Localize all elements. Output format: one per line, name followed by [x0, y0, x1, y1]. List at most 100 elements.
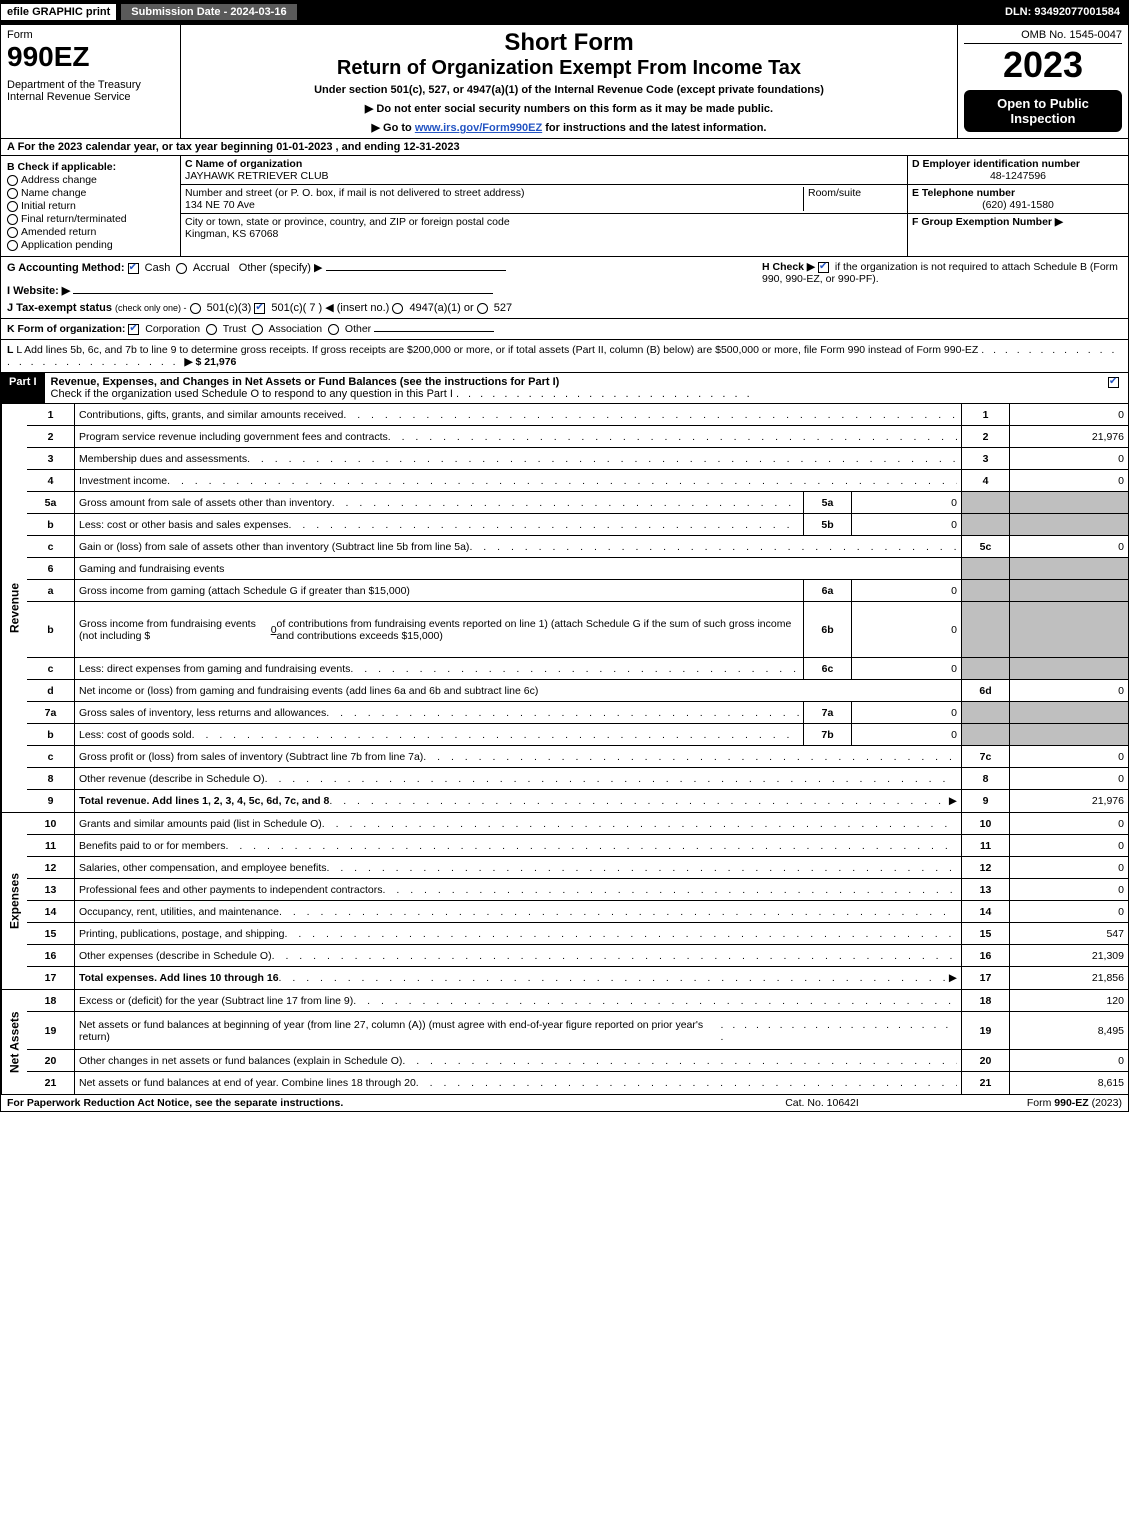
netassets-ledger: 18Excess or (deficit) for the year (Subt…	[27, 990, 1128, 1094]
dln: DLN: 93492077001584	[1005, 6, 1128, 18]
c-label: C Name of organization	[185, 158, 302, 170]
line-13: 13Professional fees and other payments t…	[27, 879, 1128, 901]
line-19: 19Net assets or fund balances at beginni…	[27, 1012, 1128, 1050]
chk-initial-return[interactable]: Initial return	[7, 200, 174, 212]
line-4: 4Investment income40	[27, 470, 1128, 492]
chk-accrual[interactable]	[176, 263, 187, 274]
line-20: 20Other changes in net assets or fund ba…	[27, 1050, 1128, 1072]
instruction-1: ▶ Do not enter social security numbers o…	[187, 102, 951, 115]
line-9: 9Total revenue. Add lines 1, 2, 3, 4, 5c…	[27, 790, 1128, 812]
chk-527[interactable]	[477, 303, 488, 314]
line-5c: cGain or (loss) from sale of assets othe…	[27, 536, 1128, 558]
line-6b: bGross income from fundraising events (n…	[27, 602, 1128, 658]
e-label: E Telephone number	[912, 187, 1015, 199]
expenses-side-label: Expenses	[1, 813, 27, 989]
chk-association[interactable]	[252, 324, 263, 335]
department: Department of the Treasury Internal Reve…	[7, 79, 174, 103]
instr2-post: for instructions and the latest informat…	[542, 122, 766, 134]
subtitle: Under section 501(c), 527, or 4947(a)(1)…	[187, 84, 951, 96]
line-5a: 5aGross amount from sale of assets other…	[27, 492, 1128, 514]
chk-501c3[interactable]	[190, 303, 201, 314]
line-16: 16Other expenses (describe in Schedule O…	[27, 945, 1128, 967]
chk-h[interactable]	[818, 262, 829, 273]
chk-corporation[interactable]	[128, 324, 139, 335]
irs-link[interactable]: www.irs.gov/Form990EZ	[415, 122, 542, 134]
open-public-badge: Open to Public Inspection	[964, 90, 1122, 132]
revenue-ledger: 1Contributions, gifts, grants, and simil…	[27, 404, 1128, 812]
chk-amended-return[interactable]: Amended return	[7, 226, 174, 238]
chk-501c7[interactable]	[254, 303, 265, 314]
part-1-header: Part I Revenue, Expenses, and Changes in…	[0, 373, 1129, 404]
line-6: 6Gaming and fundraising events	[27, 558, 1128, 580]
tax-year: 2023	[964, 44, 1122, 86]
chk-final-return[interactable]: Final return/terminated	[7, 213, 174, 225]
street-label: Number and street (or P. O. box, if mail…	[185, 187, 524, 199]
form-number: 990EZ	[7, 41, 174, 73]
city: Kingman, KS 67068	[185, 228, 278, 240]
line-18: 18Excess or (deficit) for the year (Subt…	[27, 990, 1128, 1012]
instruction-2: ▶ Go to www.irs.gov/Form990EZ for instru…	[187, 121, 951, 134]
chk-other[interactable]	[328, 324, 339, 335]
section-c-org: C Name of organization JAYHAWK RETRIEVER…	[181, 156, 908, 256]
efile-label[interactable]: efile GRAPHIC print	[1, 4, 116, 20]
chk-part1-scho[interactable]	[1108, 377, 1119, 388]
netassets-side-label: Net Assets	[1, 990, 27, 1094]
return-title: Return of Organization Exempt From Incom…	[187, 57, 951, 80]
line-6a: aGross income from gaming (attach Schedu…	[27, 580, 1128, 602]
row-k: K Form of organization: Corporation Trus…	[0, 319, 1129, 340]
row-j: J Tax-exempt status (check only one) - 5…	[7, 301, 754, 314]
line-14: 14Occupancy, rent, utilities, and mainte…	[27, 901, 1128, 923]
short-form-title: Short Form	[187, 29, 951, 57]
line-21: 21Net assets or fund balances at end of …	[27, 1072, 1128, 1094]
d-label: D Employer identification number	[912, 158, 1080, 170]
form-header: Form 990EZ Department of the Treasury In…	[0, 24, 1129, 139]
chk-application-pending[interactable]: Application pending	[7, 239, 174, 251]
section-b-checklist: B Check if applicable: Address change Na…	[1, 156, 181, 256]
city-label: City or town, state or province, country…	[185, 216, 510, 228]
line-15: 15Printing, publications, postage, and s…	[27, 923, 1128, 945]
row-a-calendar-year: A For the 2023 calendar year, or tax yea…	[0, 139, 1129, 156]
form-label: Form	[7, 29, 174, 41]
expenses-ledger: 10Grants and similar amounts paid (list …	[27, 813, 1128, 989]
footer-center: Cat. No. 10642I	[722, 1097, 922, 1109]
line-5b: bLess: cost or other basis and sales exp…	[27, 514, 1128, 536]
chk-4947[interactable]	[392, 303, 403, 314]
line-1: 1Contributions, gifts, grants, and simil…	[27, 404, 1128, 426]
footer-right: Form 990-EZ (2023)	[922, 1097, 1122, 1109]
line-17: 17Total expenses. Add lines 10 through 1…	[27, 967, 1128, 989]
line-6c: cLess: direct expenses from gaming and f…	[27, 658, 1128, 680]
row-l: L L Add lines 5b, 6c, and 7b to line 9 t…	[0, 340, 1129, 373]
top-bar: efile GRAPHIC print Submission Date - 20…	[0, 0, 1129, 24]
room-label: Room/suite	[808, 187, 861, 199]
footer-left: For Paperwork Reduction Act Notice, see …	[7, 1097, 722, 1109]
phone-value: (620) 491-1580	[912, 199, 1124, 211]
org-name: JAYHAWK RETRIEVER CLUB	[185, 170, 329, 182]
section-b-label: B Check if applicable:	[7, 161, 174, 173]
line-3: 3Membership dues and assessments30	[27, 448, 1128, 470]
ein-value: 48-1247596	[912, 170, 1124, 182]
main-info-grid: B Check if applicable: Address change Na…	[0, 156, 1129, 257]
section-def: D Employer identification number 48-1247…	[908, 156, 1128, 256]
line-2: 2Program service revenue including gover…	[27, 426, 1128, 448]
row-i: I Website: ▶	[7, 284, 754, 297]
row-g: G Accounting Method: Cash Accrual Other …	[7, 261, 754, 274]
page-footer: For Paperwork Reduction Act Notice, see …	[0, 1095, 1129, 1112]
line-7b: bLess: cost of goods sold7b0	[27, 724, 1128, 746]
line-7a: 7aGross sales of inventory, less returns…	[27, 702, 1128, 724]
chk-address-change[interactable]: Address change	[7, 174, 174, 186]
part-1-label: Part I	[1, 373, 45, 403]
chk-name-change[interactable]: Name change	[7, 187, 174, 199]
line-12: 12Salaries, other compensation, and empl…	[27, 857, 1128, 879]
section-ghij: G Accounting Method: Cash Accrual Other …	[0, 257, 1129, 319]
section-h: H Check ▶ if the organization is not req…	[762, 261, 1122, 314]
f-label: F Group Exemption Number ▶	[912, 216, 1063, 228]
line-11: 11Benefits paid to or for members110	[27, 835, 1128, 857]
omb-number: OMB No. 1545-0047	[964, 29, 1122, 44]
revenue-side-label: Revenue	[1, 404, 27, 812]
street: 134 NE 70 Ave	[185, 199, 255, 211]
line-7c: cGross profit or (loss) from sales of in…	[27, 746, 1128, 768]
chk-cash[interactable]	[128, 263, 139, 274]
chk-trust[interactable]	[206, 324, 217, 335]
line-10: 10Grants and similar amounts paid (list …	[27, 813, 1128, 835]
line-8: 8Other revenue (describe in Schedule O)8…	[27, 768, 1128, 790]
